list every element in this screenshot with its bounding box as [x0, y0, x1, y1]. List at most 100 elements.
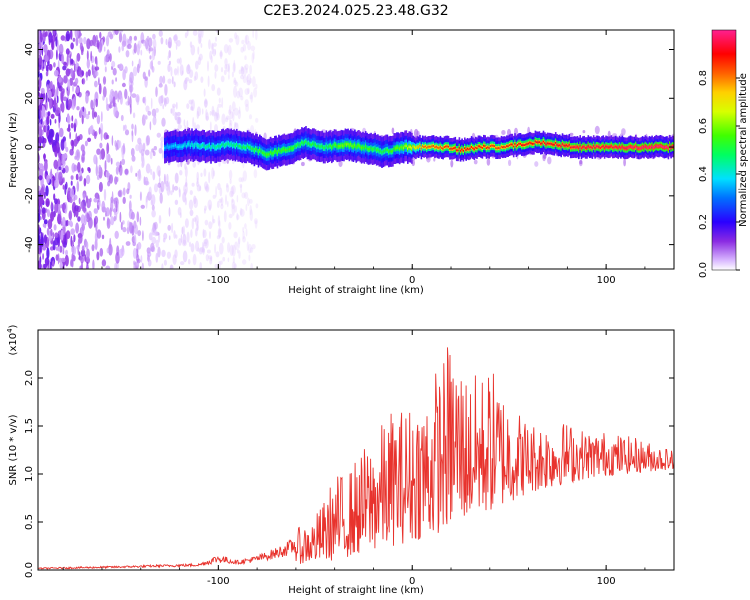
heatmap-noise-cell — [200, 172, 203, 177]
heatmap-noise-cell — [97, 204, 99, 210]
heatmap-ridge-cell — [278, 148, 280, 152]
heatmap-noise-cell — [200, 30, 204, 38]
heatmap-ridge-cell — [569, 146, 572, 149]
heatmap-noise-cell — [203, 88, 206, 97]
heatmap-ridge-cell — [666, 146, 668, 148]
heatmap-noise-cell — [231, 244, 236, 257]
heatmap-noise-cell — [248, 243, 252, 254]
heatmap-ridge-cell — [392, 149, 394, 153]
heatmap-ridge-cell — [264, 153, 267, 156]
heatmap-noise-cell — [255, 203, 259, 209]
heatmap-ridge-cell — [622, 146, 625, 149]
heatmap-noise-cell — [198, 247, 203, 255]
heatmap-noise-cell — [46, 227, 50, 236]
heatmap-noise-cell — [62, 249, 65, 255]
heatmap-noise-cell — [175, 234, 178, 239]
heatmap-noise-cell — [185, 77, 190, 82]
heatmap-noise-cell — [174, 172, 179, 184]
y-tick-label: -20 — [24, 188, 35, 204]
heatmap-noise-cell — [95, 71, 99, 77]
heatmap-noise-cell — [80, 214, 86, 225]
heatmap-ridge-cell — [351, 144, 353, 148]
heatmap-noise-cell — [130, 147, 135, 157]
heatmap-ridge-cell — [565, 144, 568, 147]
heatmap-ridge-cell — [226, 142, 229, 145]
heatmap-noise-cell — [58, 85, 63, 92]
heatmap-noise-cell — [202, 248, 205, 253]
heatmap-noise-cell — [55, 109, 60, 117]
heatmap-noise-cell — [105, 151, 109, 163]
heatmap-noise-cell — [102, 86, 107, 98]
heatmap-noise-cell — [207, 75, 210, 88]
heatmap-noise-cell — [203, 168, 207, 177]
heatmap-noise-cell — [72, 84, 74, 92]
heatmap-noise-cell — [108, 104, 113, 109]
heatmap-noise-cell — [120, 114, 124, 122]
heatmap-ridge-cell — [196, 144, 199, 147]
heatmap-noise-cell — [168, 235, 171, 241]
heatmap-noise-cell — [240, 95, 244, 101]
heatmap-noise-cell — [148, 186, 152, 198]
heatmap-noise-cell — [167, 63, 171, 73]
heatmap-ridge-cell — [424, 145, 427, 148]
heatmap-noise-cell — [188, 79, 193, 84]
heatmap-ridge-cell — [250, 147, 253, 151]
heatmap-noise-cell — [249, 94, 253, 100]
heatmap-noise-cell — [197, 33, 202, 45]
heatmap-noise-cell — [148, 69, 151, 77]
heatmap-ridge-cell — [169, 145, 172, 148]
heatmap-ridge-cell — [188, 142, 191, 145]
heatmap-noise-cell — [93, 197, 98, 203]
heatmap-noise-cell — [211, 167, 215, 180]
heatmap-noise-cell — [95, 98, 98, 108]
heatmap-noise-cell — [61, 53, 65, 65]
colorbar-tick-label: 0.4 — [698, 166, 709, 182]
heatmap-faint-cell — [501, 130, 506, 135]
heatmap-ridge-cell — [516, 144, 519, 146]
svg-text:(x104): (x104) — [6, 324, 19, 355]
heatmap-ridge-cell — [290, 147, 292, 150]
heatmap-noise-cell — [170, 265, 173, 269]
heatmap-ridge-cell — [234, 144, 237, 148]
y-tick-label: 1.5 — [24, 418, 35, 434]
heatmap-ridge-cell — [363, 147, 366, 150]
heatmap-noise-cell — [99, 153, 102, 160]
heatmap-noise-cell — [245, 103, 250, 112]
heatmap-noise-cell — [75, 173, 79, 181]
heatmap-noise-cell — [139, 216, 142, 226]
colorbar-tick-label: 0.6 — [698, 118, 709, 134]
heatmap-noise-cell — [145, 163, 151, 174]
heatmap-ridge-cell — [419, 144, 421, 147]
heatmap-faint-cell — [534, 161, 539, 167]
heatmap-noise-cell — [150, 200, 153, 206]
heatmap-noise-cell — [80, 201, 84, 210]
heatmap-noise-cell — [76, 52, 81, 62]
heatmap-noise-cell — [122, 69, 126, 81]
heatmap-noise-cell — [122, 196, 126, 204]
heatmap-ridge-cell — [236, 143, 238, 146]
heatmap-ridge-cell — [586, 147, 588, 149]
heatmap-ridge-cell — [208, 144, 211, 147]
heatmap-ridge-cell — [276, 151, 279, 155]
heatmap-noise-cell — [161, 249, 166, 258]
heatmap-ridge-cell — [449, 148, 451, 150]
heatmap-noise-cell — [250, 262, 254, 269]
heatmap-faint-cell — [391, 127, 395, 134]
heatmap-ridge-cell — [413, 146, 416, 149]
heatmap-noise-cell — [252, 50, 255, 60]
heatmap-ridge-cell — [203, 144, 205, 147]
heatmap-noise-cell — [135, 94, 140, 103]
heatmap-ridge-cell — [616, 146, 618, 149]
heatmap-noise-cell — [231, 71, 234, 78]
heatmap-ridge-cell — [421, 145, 424, 148]
heatmap-ridge-cell — [465, 149, 467, 151]
heatmap-noise-cell — [157, 246, 161, 258]
heatmap-noise-cell — [119, 160, 122, 169]
heatmap-ridge-cell — [483, 144, 485, 147]
heatmap-noise-cell — [151, 209, 156, 218]
heatmap-noise-cell — [103, 188, 107, 201]
heatmap-noise-cell — [71, 139, 75, 151]
heatmap-noise-cell — [53, 62, 56, 68]
heatmap-ridge-cell — [510, 143, 512, 146]
heatmap-ridge-cell — [639, 147, 641, 150]
